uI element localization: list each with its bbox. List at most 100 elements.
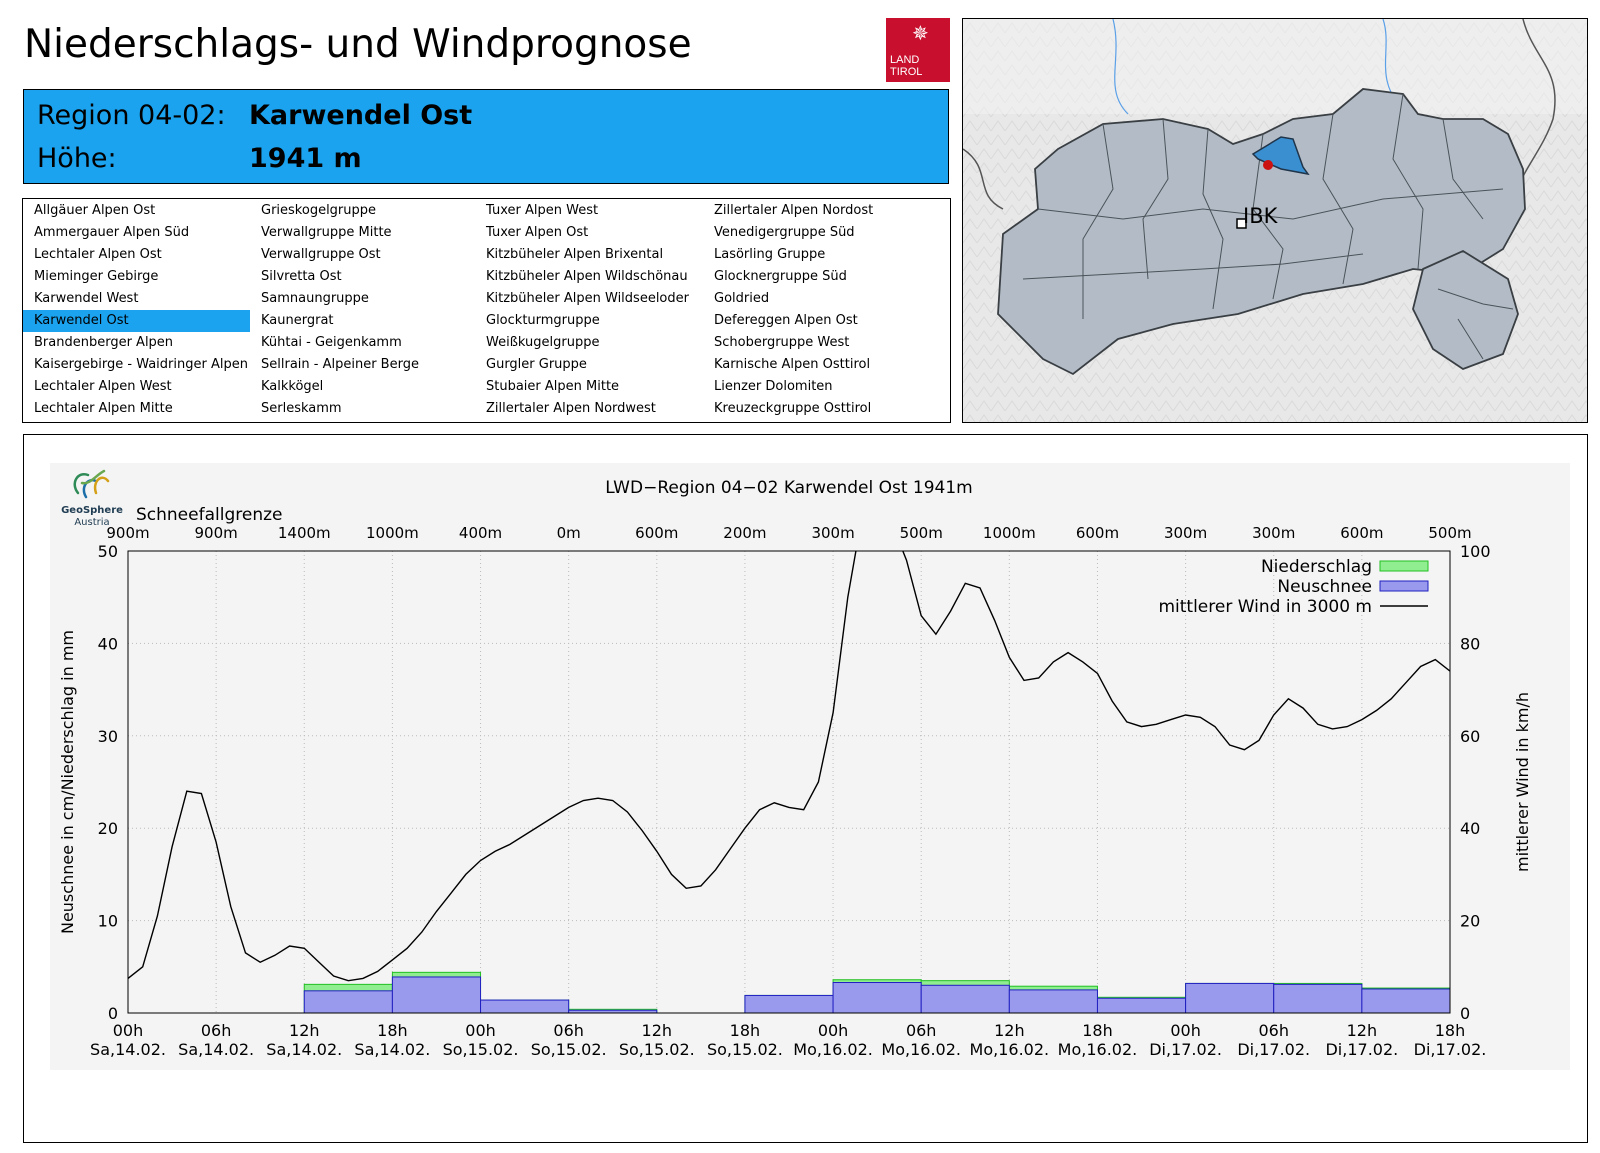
eagle-icon: ✵ (912, 21, 929, 45)
region-list-item[interactable]: Lechtaler Alpen Ost (34, 247, 162, 262)
region-list-item[interactable]: Karwendel Ost (23, 310, 250, 332)
bar-neuschnee (1361, 988, 1451, 1014)
region-list-item[interactable]: Glockturmgruppe (486, 313, 600, 328)
region-list-item[interactable]: Gurgler Gruppe (486, 357, 587, 372)
y-tick-left: 10 (98, 912, 118, 931)
x-tick-hour: 18h (730, 1021, 761, 1040)
region-list-item[interactable]: Kitzbüheler Alpen Brixental (486, 247, 664, 262)
region-list-item[interactable]: Lienzer Dolomiten (714, 379, 833, 394)
region-list-item[interactable]: Sellrain - Alpeiner Berge (261, 357, 419, 372)
x-tick-date: So,15.02. (443, 1040, 519, 1059)
region-list-item[interactable]: Goldried (714, 291, 770, 306)
legend-label-wind: mittlerer Wind in 3000 m (1158, 597, 1372, 617)
region-list-item[interactable]: Defereggen Alpen Ost (714, 313, 858, 328)
region-name: Karwendel Ost (249, 100, 473, 131)
land-tirol-logo: ✵ LAND TIROL (886, 18, 950, 82)
bar-neuschnee (832, 982, 922, 1014)
y-tick-right: 100 (1460, 542, 1491, 561)
chart-background (50, 463, 1570, 1070)
chart-frame (23, 434, 1588, 1143)
region-list-item[interactable]: Zillertaler Alpen Nordost (714, 203, 874, 218)
region-list-item[interactable]: Kitzbüheler Alpen Wildseeloder (486, 291, 689, 306)
region-list-item[interactable]: Venedigergruppe Süd (714, 225, 855, 240)
logo-text: LAND TIROL (890, 54, 923, 78)
region-map[interactable]: IBK (962, 18, 1588, 423)
ibk-marker (1236, 218, 1247, 229)
snowline-value: 0m (557, 524, 581, 542)
x-tick-date: Di,17.02. (1414, 1040, 1487, 1059)
bar-neuschnee (303, 990, 393, 1014)
region-list-item[interactable]: Kitzbüheler Alpen Wildschönau (486, 269, 688, 284)
y-tick-left: 0 (108, 1004, 118, 1023)
y-tick-left: 30 (98, 727, 118, 746)
selected-region-karwendel-ost (1251, 136, 1310, 176)
region-list-item[interactable]: Samnaungruppe (261, 291, 369, 306)
x-tick-date: Sa,14.02. (354, 1040, 430, 1059)
region-info-box: Region 04-02: Karwendel Ost Höhe: 1941 m (23, 89, 949, 184)
ibk-label: IBK (1243, 204, 1279, 228)
legend-label-neuschnee: Neuschnee (1277, 577, 1372, 597)
x-tick-date: So,15.02. (707, 1040, 783, 1059)
region-list-item[interactable]: Zillertaler Alpen Nordwest (486, 401, 656, 416)
y-tick-left: 20 (98, 819, 118, 838)
snowline-value: 300m (811, 524, 854, 542)
region-list-item[interactable]: Serleskamm (261, 401, 342, 416)
bar-neuschnee (920, 984, 1010, 1014)
x-tick-date: Sa,14.02. (178, 1040, 254, 1059)
region-list-item[interactable]: Karwendel West (34, 291, 139, 306)
bar-neuschnee (744, 994, 834, 1014)
x-tick-date: Mo,16.02. (881, 1040, 961, 1059)
region-list-item[interactable]: Lechtaler Alpen Mitte (34, 401, 173, 416)
snowline-value: 600m (1340, 524, 1383, 542)
region-list-item[interactable]: Grieskogelgruppe (261, 203, 377, 218)
snowline-value: 500m (1428, 524, 1471, 542)
y-tick-left: 50 (98, 542, 118, 561)
region-list-item[interactable]: Stubaier Alpen Mitte (486, 379, 620, 394)
x-tick-hour: 18h (377, 1021, 408, 1040)
snowline-value: 1000m (983, 524, 1036, 542)
geosphere-logo: GeoSphere Austria (56, 463, 128, 529)
x-tick-hour: 18h (1082, 1021, 1113, 1040)
legend-swatch-neuschnee (1379, 580, 1429, 592)
region-list-item[interactable]: Kaisergebirge - Waidringer Alpen (34, 357, 248, 372)
y-tick-right: 80 (1460, 634, 1480, 653)
region-list-item[interactable]: Karnische Alpen Osttirol (714, 357, 871, 372)
wind-series-line (128, 551, 1450, 982)
region-list-item[interactable]: Kaunergrat (261, 313, 334, 328)
region-list-item[interactable]: Lasörling Gruppe (714, 247, 826, 262)
region-list-item[interactable]: Tuxer Alpen West (486, 203, 599, 218)
height-value: 1941 m (249, 143, 362, 174)
region-list-item[interactable]: Kalkkögel (261, 379, 324, 394)
chart-title: LWD−Region 04−02 Karwendel Ost 1941m (605, 478, 972, 498)
x-tick-hour: 12h (994, 1021, 1025, 1040)
region-list-item[interactable]: Lechtaler Alpen West (34, 379, 172, 394)
page-title: Niederschlags- und Windprognose (24, 22, 692, 67)
region-list-item[interactable]: Mieminger Gebirge (34, 269, 159, 284)
region-list-item[interactable]: Verwallgruppe Ost (261, 247, 381, 262)
snowline-value: 300m (1164, 524, 1207, 542)
region-list-item[interactable]: Silvretta Ost (261, 269, 342, 284)
region-list-item[interactable]: Weißkugelgruppe (486, 335, 600, 350)
bar-neuschnee (1096, 997, 1187, 1014)
snowline-label: Schneefallgrenze (136, 505, 282, 525)
region-list-item[interactable]: Kühtai - Geigenkamm (261, 335, 402, 350)
region-list-item[interactable]: Glocknergruppe Süd (714, 269, 847, 284)
region-list-item[interactable]: Ammergauer Alpen Süd (34, 225, 190, 240)
region-list-item[interactable]: Tuxer Alpen Ost (486, 225, 589, 240)
region-list-item[interactable]: Kreuzeckgruppe Osttirol (714, 401, 872, 416)
region-list-item[interactable]: Allgäuer Alpen Ost (34, 203, 156, 218)
y-tick-left: 40 (98, 634, 118, 653)
y-tick-right: 0 (1460, 1004, 1470, 1023)
region-list-item[interactable]: Verwallgruppe Mitte (261, 225, 392, 240)
y-tick-right: 40 (1460, 819, 1480, 838)
region-list-item[interactable]: Schobergruppe West (714, 335, 850, 350)
snowline-value: 1000m (366, 524, 419, 542)
axes: 0102030405002040608010000hSa,14.02.06hSa… (90, 542, 1491, 1059)
snowline-value: 900m (106, 524, 149, 542)
x-tick-hour: 12h (1347, 1021, 1378, 1040)
region-list: Allgäuer Alpen Ost Ammergauer Alpen Süd Le… (22, 198, 951, 423)
x-tick-hour: 00h (1170, 1021, 1201, 1040)
region-list-item[interactable]: Brandenberger Alpen (34, 335, 174, 350)
x-tick-date: So,15.02. (531, 1040, 607, 1059)
